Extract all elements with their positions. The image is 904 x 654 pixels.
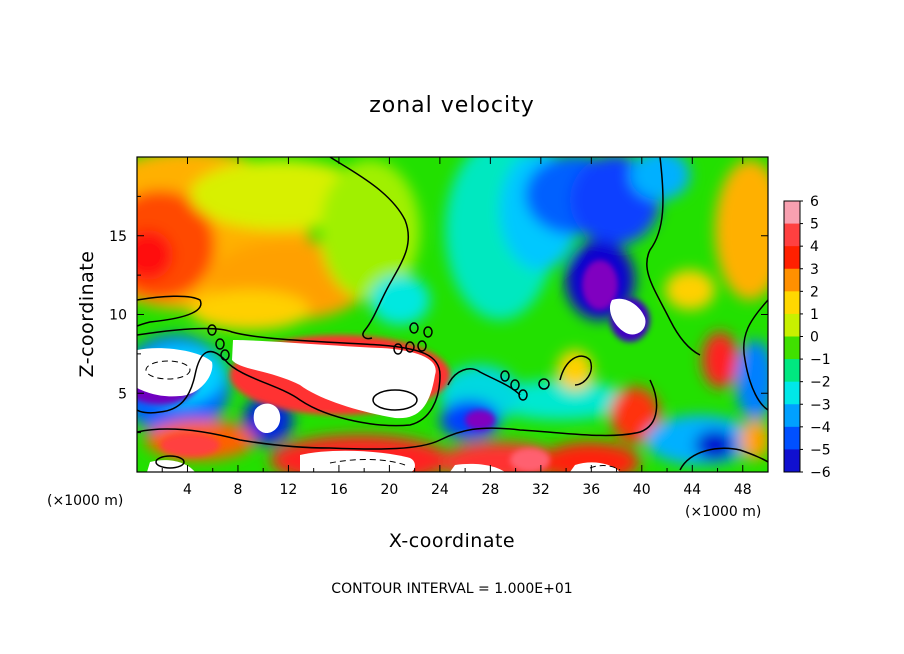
y-tick-label: 15 <box>109 229 127 245</box>
colorbar-label: −6 <box>810 465 831 481</box>
plot-area <box>137 157 768 472</box>
colorbar-label: 5 <box>810 217 819 233</box>
x-tick-label: 44 <box>683 482 701 498</box>
colorbar-swatch <box>784 291 800 315</box>
y-tick-label: 10 <box>109 308 127 324</box>
colorbar-swatch <box>784 336 800 360</box>
x-tick-label: 16 <box>330 482 348 498</box>
colorbar-label: 0 <box>810 330 819 346</box>
y-tick-label: 5 <box>118 386 127 402</box>
colorbar-label: −2 <box>810 375 831 391</box>
colorbar-label: −5 <box>810 442 831 458</box>
colorbar-label: −4 <box>810 420 831 436</box>
colorbar-label: 6 <box>810 194 819 210</box>
dashed-contours <box>145 360 621 471</box>
colorbar-swatch <box>784 246 800 270</box>
x-tick-label: 40 <box>633 482 651 498</box>
x-tick-label: 36 <box>582 482 600 498</box>
x-axis-label: X-coordinate <box>389 530 515 552</box>
colorbar-label: 3 <box>810 262 819 278</box>
colorbar-swatch <box>784 313 800 337</box>
x-tick-label: 48 <box>734 482 752 498</box>
colorbar: 6 5 4 3 2 1 0 −1 −2 −3 −4 −5 −6 <box>783 194 831 481</box>
colorbar-swatch <box>784 223 800 247</box>
colorbar-label: 4 <box>810 239 819 255</box>
y-axis-label: Z-coordinate <box>76 251 98 378</box>
x-unit-right: (×1000 m) <box>685 504 761 520</box>
colorbar-swatch <box>784 268 800 292</box>
x-tick-label: 4 <box>183 482 192 498</box>
colorbar-label: −3 <box>810 397 831 413</box>
colorbar-swatch <box>784 404 800 428</box>
colorbar-swatch <box>784 359 800 383</box>
colorbar-label: 2 <box>810 284 819 300</box>
colorbar-label: 1 <box>810 307 819 323</box>
saturated-regions <box>137 298 646 472</box>
x-tick-label: 32 <box>532 482 550 498</box>
x-tick-label: 28 <box>481 482 499 498</box>
x-tick-label: 12 <box>280 482 298 498</box>
x-tick-label: 8 <box>233 482 242 498</box>
x-tick-label: 24 <box>431 482 449 498</box>
contour-interval-note: CONTOUR INTERVAL = 1.000E+01 <box>331 581 572 597</box>
colorbar-label: −1 <box>810 352 831 368</box>
x-unit-left: (×1000 m) <box>47 493 123 509</box>
colorbar-swatch <box>784 381 800 405</box>
contour-lines <box>137 157 768 471</box>
colorbar-swatch <box>784 201 800 225</box>
x-ticks: 4 8 12 16 20 24 28 32 36 40 44 48 <box>161 157 752 498</box>
chart-title: zonal velocity <box>369 93 535 118</box>
colorbar-swatch <box>784 426 800 450</box>
y-ticks: 5 10 15 <box>109 195 768 434</box>
x-tick-label: 20 <box>380 482 398 498</box>
colorbar-swatch <box>784 449 800 473</box>
